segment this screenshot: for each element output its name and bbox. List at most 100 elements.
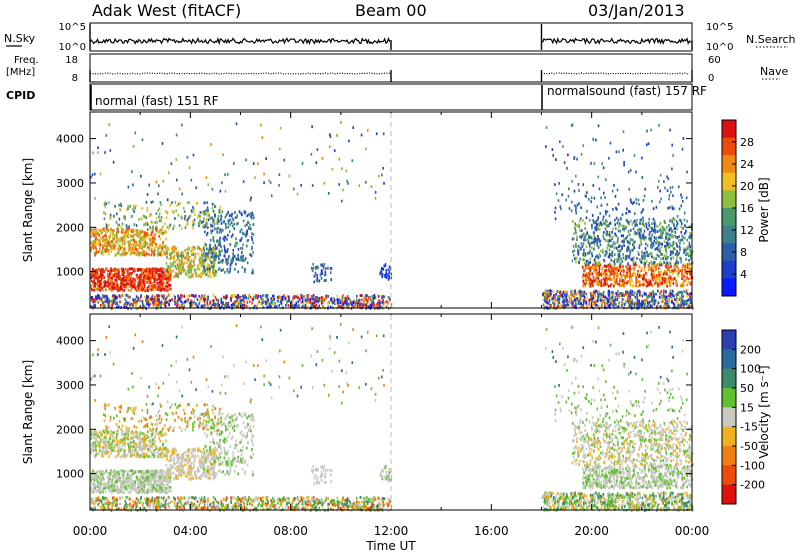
power-cell-124 — [140, 274, 143, 278]
power-cell-2011 — [105, 202, 108, 206]
power-cell-1095 — [105, 239, 108, 243]
power-cell-1627 — [230, 221, 233, 224]
power-cell-664 — [93, 282, 96, 285]
power-cell-4543 — [683, 218, 686, 222]
power-cell-4814 — [680, 257, 682, 261]
power-cell-2522 — [294, 304, 297, 307]
power-cell-4904 — [672, 256, 675, 260]
power-cell-503 — [112, 281, 114, 285]
power-cell-4831 — [637, 251, 639, 254]
power-cell-1818 — [206, 254, 209, 258]
power-cell-4573 — [621, 224, 623, 228]
power-cell-4936 — [622, 227, 624, 231]
power-cell-1415 — [200, 261, 203, 264]
power-cell-1639 — [242, 243, 244, 247]
power-cell-507 — [105, 284, 107, 287]
power-cell-1176 — [139, 245, 142, 249]
power-cell-1162 — [138, 244, 140, 247]
power-cell-2652 — [203, 304, 205, 308]
power-cell-2008 — [174, 217, 176, 220]
power-cell-679 — [131, 280, 133, 283]
power-cell-2622 — [249, 295, 252, 299]
power-cell-4220 — [675, 282, 677, 286]
power-cell-4890 — [653, 225, 656, 228]
power-cell-4941 — [665, 254, 667, 258]
power-cell-336 — [132, 281, 135, 284]
power-cell-1722 — [229, 243, 232, 246]
power-cell-4278 — [600, 281, 602, 285]
power-cell-3592 — [588, 302, 590, 306]
power-cell-762 — [113, 229, 115, 232]
power-cell-1908 — [151, 221, 154, 225]
power-cell-626 — [158, 288, 160, 292]
power-cell-3978 — [686, 283, 688, 287]
power-cell-2620 — [116, 296, 118, 299]
power-cell-1840 — [173, 224, 175, 228]
power-cell-1761 — [252, 251, 254, 254]
power-cell-2373 — [235, 295, 237, 299]
power-cell-3348 — [674, 293, 677, 297]
power-cell-4637 — [622, 253, 624, 256]
power-cell-571 — [97, 267, 100, 271]
power-cell-2119 — [232, 302, 234, 306]
power-cell-2469 — [96, 297, 98, 300]
power-cell-2565 — [333, 298, 336, 302]
power-cell-692 — [127, 277, 130, 280]
power-cell-162 — [115, 275, 117, 279]
power-cell-2478 — [190, 300, 193, 304]
power-cell-251 — [99, 269, 102, 273]
power-cell-4738 — [636, 257, 638, 260]
power-cell-4477 — [612, 240, 615, 244]
power-cell-3435 — [661, 300, 664, 304]
power-cell-1586 — [222, 258, 224, 262]
power-cell-4949 — [639, 229, 642, 233]
power-cell-3282 — [557, 295, 560, 298]
power-cell-1597 — [231, 224, 234, 228]
power-cell-1985 — [197, 216, 199, 219]
power-cell-990 — [128, 227, 130, 231]
power-cell-2535 — [160, 306, 162, 309]
power-cell-1786 — [238, 210, 241, 214]
power-cell-4944 — [620, 262, 622, 266]
power-cell-1175 — [108, 243, 110, 247]
power-cell-3363 — [673, 298, 676, 301]
power-cell-2399 — [214, 302, 216, 306]
power-cell-3606 — [552, 290, 554, 293]
power-cell-2194 — [147, 298, 149, 302]
power-cell-2226 — [218, 304, 220, 307]
power-cell-1710 — [224, 271, 226, 274]
power-cell-4509 — [632, 227, 635, 231]
power-cell-389 — [139, 287, 142, 291]
power-cell-2374 — [214, 295, 217, 299]
power-cell-1060 — [116, 251, 119, 255]
power-cell-1714 — [227, 257, 229, 260]
power-cell-463 — [130, 275, 132, 279]
power-cell-1031 — [157, 252, 160, 256]
power-cell-1756 — [240, 246, 242, 250]
nsearch-label: N.Search — [746, 33, 796, 46]
power-cell-4035 — [688, 267, 691, 271]
power-cell-733 — [119, 246, 121, 250]
power-cell-4240 — [675, 280, 677, 283]
power-cell-4930 — [606, 224, 609, 228]
power-cell-665 — [93, 274, 95, 277]
power-cell-1464 — [191, 264, 194, 268]
power-cell-1680 — [203, 249, 206, 253]
power-cell-1669 — [227, 271, 230, 275]
power-cell-1505 — [171, 264, 173, 268]
power-cell-1679 — [242, 259, 244, 263]
power-cell-2544 — [374, 296, 376, 300]
power-cell-2871 — [236, 299, 238, 302]
power-cell-4160 — [652, 269, 654, 273]
power-cell-2455 — [385, 305, 388, 309]
power-cell-4734 — [648, 233, 651, 236]
power-cell-1843 — [206, 201, 209, 205]
power-cell-4715 — [665, 249, 667, 253]
power-cell-4263 — [643, 275, 645, 279]
power-cell-1014 — [105, 236, 107, 240]
power-cell-3440 — [687, 299, 689, 302]
power-cell-212 — [146, 272, 148, 276]
power-cell-4914 — [608, 255, 611, 259]
power-cell-989 — [161, 247, 164, 251]
power-cell-3228 — [592, 302, 595, 306]
